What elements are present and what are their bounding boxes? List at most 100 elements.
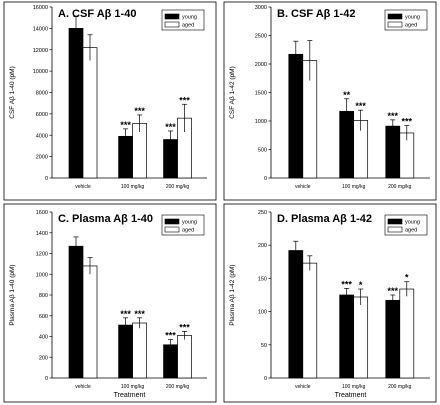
y-tick-label: 16000 bbox=[33, 5, 48, 11]
chart-title: D. Plasma Aβ 1-42 bbox=[277, 213, 372, 225]
x-tick-label: 200 mg/kg bbox=[166, 184, 190, 190]
legend-swatch-young bbox=[387, 13, 403, 20]
legend-swatch-young bbox=[387, 218, 403, 225]
x-tick-label: vehicle bbox=[75, 184, 91, 190]
significance-label: ** bbox=[343, 90, 351, 100]
x-tick-label: 100 mg/kg bbox=[121, 384, 145, 390]
chart-title: C. Plasma Aβ 1-40 bbox=[58, 213, 153, 225]
significance-label: *** bbox=[120, 120, 131, 130]
legend-swatch-young bbox=[164, 218, 180, 225]
bar-young-1 bbox=[288, 250, 304, 379]
bar-aged-3 bbox=[177, 335, 192, 379]
x-tick-label: 100 mg/kg bbox=[342, 184, 366, 190]
y-tick-label: 4000 bbox=[36, 133, 48, 139]
bar-young-3 bbox=[163, 139, 178, 179]
chart-title: A. CSF Aβ 1-40 bbox=[58, 8, 136, 20]
y-tick-label: 0 bbox=[45, 176, 48, 182]
legend-swatch-aged bbox=[387, 226, 403, 233]
bar-young-2 bbox=[339, 110, 355, 179]
bar-young-2 bbox=[339, 294, 355, 379]
y-tick-label: 200 bbox=[258, 243, 267, 249]
x-tick-label: 200 mg/kg bbox=[388, 184, 412, 190]
bar-aged-2 bbox=[353, 296, 369, 379]
legend: young aged bbox=[161, 9, 205, 31]
y-tick-label: 1500 bbox=[255, 91, 267, 97]
y-tick-label: 250 bbox=[258, 210, 267, 216]
y-axis-label: Plasma Aβ 1-40 (pM) bbox=[9, 264, 16, 325]
significance-label: *** bbox=[165, 122, 176, 132]
legend: young aged bbox=[384, 214, 428, 236]
y-tick-label: 600 bbox=[39, 314, 48, 320]
y-tick-label: 3000 bbox=[255, 5, 267, 11]
y-axis-label: CSF Aβ 1-40 (pM) bbox=[9, 66, 16, 119]
legend-swatch-aged bbox=[387, 21, 403, 28]
significance-label: *** bbox=[134, 309, 145, 319]
legend-label-aged: aged bbox=[182, 228, 194, 234]
x-tick-label: 200 mg/kg bbox=[388, 384, 412, 390]
y-tick-label: 0 bbox=[264, 376, 267, 382]
legend: young aged bbox=[161, 214, 205, 236]
bar-young-2 bbox=[118, 324, 133, 379]
panel-frame bbox=[3, 1, 217, 201]
y-axis-label: CSF Aβ 1-42 (pM) bbox=[229, 66, 236, 119]
legend-swatch-aged bbox=[164, 21, 180, 28]
bar-aged-1 bbox=[302, 262, 318, 379]
bar-young-3 bbox=[385, 125, 401, 179]
panel-frame bbox=[223, 203, 437, 403]
bar-aged-3 bbox=[399, 288, 415, 379]
bar-young-2 bbox=[118, 135, 133, 179]
y-axis-label: Plasma Aβ 1-42 (pM) bbox=[229, 264, 236, 325]
significance-label: *** bbox=[179, 322, 190, 332]
y-tick-label: 100 bbox=[258, 310, 267, 316]
chart-panel-4: 0 50 100 150 200 250 Plasma Aβ 1-42 (pM) D. Pla… bbox=[223, 203, 437, 403]
x-axis-label: Treatment bbox=[335, 392, 367, 399]
significance-label: *** bbox=[120, 309, 131, 319]
y-tick-label: 1400 bbox=[36, 231, 48, 237]
significance-label: *** bbox=[341, 279, 352, 289]
bar-young-1 bbox=[68, 28, 84, 179]
y-tick-label: 50 bbox=[261, 343, 267, 349]
significance-label: *** bbox=[402, 117, 413, 127]
bar-aged-1 bbox=[82, 265, 98, 379]
significance-label: * bbox=[359, 280, 363, 290]
y-tick-label: 14000 bbox=[33, 26, 48, 32]
y-tick-label: 1000 bbox=[36, 272, 48, 278]
legend-label-young: young bbox=[182, 220, 197, 226]
y-tick-label: 200 bbox=[39, 355, 48, 361]
bar-young-3 bbox=[385, 299, 401, 379]
legend-label-aged: aged bbox=[182, 23, 194, 29]
y-tick-label: 8000 bbox=[36, 91, 48, 97]
panel-frame bbox=[223, 1, 437, 201]
x-tick-label: 100 mg/kg bbox=[121, 184, 145, 190]
y-tick-label: 1600 bbox=[36, 210, 48, 216]
y-tick-label: 400 bbox=[39, 335, 48, 341]
y-tick-label: 10000 bbox=[33, 69, 48, 75]
significance-label: *** bbox=[134, 106, 145, 116]
x-tick-label: 100 mg/kg bbox=[342, 384, 366, 390]
legend-swatch-young bbox=[164, 13, 180, 20]
y-tick-label: 1000 bbox=[255, 119, 267, 125]
bar-young-1 bbox=[68, 245, 84, 379]
significance-label: * bbox=[405, 273, 409, 283]
y-tick-label: 2500 bbox=[255, 34, 267, 40]
y-tick-label: 800 bbox=[39, 293, 48, 299]
y-tick-label: 1200 bbox=[36, 252, 48, 258]
significance-label: *** bbox=[388, 111, 399, 121]
y-tick-label: 6000 bbox=[36, 112, 48, 118]
y-tick-label: 0 bbox=[45, 376, 48, 382]
x-tick-label: vehicle bbox=[75, 384, 91, 390]
bar-young-3 bbox=[163, 344, 178, 379]
chart-panel-2: 0 500 1000 1500 2000 2500 3000 CSF Aβ 1-42 (pM)… bbox=[223, 1, 437, 201]
x-axis-label: Treatment bbox=[114, 392, 146, 399]
significance-label: *** bbox=[179, 95, 190, 105]
panel-frame bbox=[3, 203, 217, 403]
x-tick-label: vehicle bbox=[295, 184, 311, 190]
bar-young-1 bbox=[288, 53, 304, 179]
x-tick-label: vehicle bbox=[295, 384, 311, 390]
legend-label-young: young bbox=[182, 15, 197, 21]
y-tick-label: 150 bbox=[258, 276, 267, 282]
y-tick-label: 0 bbox=[264, 176, 267, 182]
chart-title: B. CSF Aβ 1-42 bbox=[277, 8, 355, 20]
significance-label: *** bbox=[355, 101, 366, 111]
